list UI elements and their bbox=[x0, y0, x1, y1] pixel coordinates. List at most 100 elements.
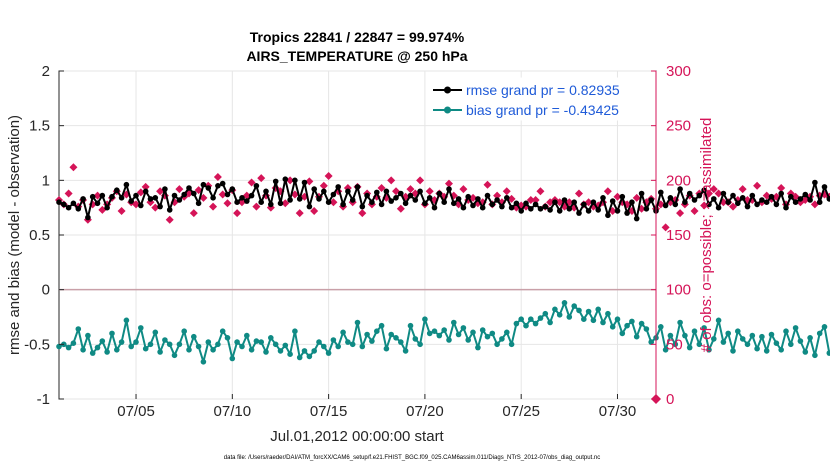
rmse-point bbox=[749, 192, 756, 199]
bias-point bbox=[210, 347, 216, 353]
rmse-point bbox=[788, 193, 794, 200]
x-tick-label: 07/15 bbox=[310, 403, 348, 420]
obs-marker bbox=[777, 183, 786, 192]
rmse-point bbox=[123, 181, 130, 188]
bias-point bbox=[383, 345, 390, 352]
rmse-point bbox=[494, 197, 500, 203]
rmse-point bbox=[181, 191, 187, 198]
rmse-point bbox=[277, 200, 284, 207]
bias-point bbox=[571, 303, 577, 309]
rmse-point bbox=[470, 202, 476, 209]
bias-point bbox=[725, 330, 731, 337]
obs-marker bbox=[213, 173, 222, 182]
bias-point bbox=[114, 347, 120, 353]
rmse-point bbox=[638, 190, 645, 197]
bias-point bbox=[104, 349, 110, 355]
bias-point bbox=[340, 329, 346, 336]
bias-point bbox=[672, 341, 679, 348]
bias-point bbox=[590, 317, 597, 324]
bias-point bbox=[633, 333, 640, 340]
rmse-point bbox=[147, 196, 154, 202]
rmse-point bbox=[171, 192, 178, 199]
rmse-point bbox=[812, 179, 818, 186]
bias-point bbox=[234, 339, 240, 345]
rmse-point bbox=[402, 200, 409, 207]
rmse-point bbox=[166, 207, 173, 213]
bias-point bbox=[325, 350, 332, 356]
rmse-point bbox=[566, 206, 573, 212]
obs-marker bbox=[584, 198, 593, 207]
rmse-point bbox=[133, 192, 139, 199]
rmse-point bbox=[624, 210, 630, 216]
obs-marker bbox=[406, 185, 415, 194]
bias-point bbox=[528, 316, 534, 323]
rmse-point bbox=[349, 197, 356, 203]
rmse-point bbox=[633, 215, 640, 222]
bias-point bbox=[359, 343, 366, 350]
chart-title-line1: Tropics 22841 / 22847 = 99.974% bbox=[250, 29, 465, 45]
x-tick-label: 07/20 bbox=[406, 403, 444, 420]
bias-point bbox=[441, 327, 448, 333]
obs-marker bbox=[762, 191, 771, 200]
obs-marker bbox=[295, 209, 304, 218]
obs-marker bbox=[252, 202, 261, 211]
rmse-point bbox=[359, 203, 366, 210]
obs-marker bbox=[223, 199, 232, 208]
rmse-point bbox=[595, 207, 601, 213]
bias-point bbox=[489, 330, 496, 337]
rmse-point bbox=[354, 184, 361, 190]
rmse-point bbox=[547, 207, 553, 213]
rmse-point bbox=[576, 210, 582, 216]
rmse-point bbox=[287, 197, 293, 203]
rmse-point bbox=[219, 180, 226, 187]
rmse-point bbox=[85, 214, 91, 221]
rmse-point bbox=[229, 186, 236, 192]
y-right-tick-label: 200 bbox=[666, 172, 691, 189]
rmse-point bbox=[532, 201, 539, 208]
bias-point bbox=[581, 316, 587, 323]
rmse-point bbox=[451, 200, 457, 207]
bias-point bbox=[523, 322, 529, 329]
obs-marker bbox=[574, 189, 583, 198]
obs-marker bbox=[151, 203, 160, 212]
bias-point bbox=[398, 339, 404, 345]
rmse-point bbox=[157, 203, 163, 210]
bias-point bbox=[248, 347, 255, 353]
rmse-point bbox=[268, 201, 274, 208]
rmse-point bbox=[797, 196, 804, 202]
rmse-point bbox=[378, 201, 385, 208]
rmse-point bbox=[605, 212, 611, 219]
rmse-point bbox=[253, 183, 260, 189]
y-left-tick-label: -0.5 bbox=[24, 336, 50, 353]
bias-point bbox=[229, 355, 236, 362]
legend-bias-marker bbox=[444, 106, 451, 114]
y-axis-left-label: rmse and bias (model - observation) bbox=[6, 115, 23, 355]
rmse-point bbox=[754, 201, 760, 208]
bias-point bbox=[826, 350, 830, 356]
bias-point bbox=[744, 341, 751, 348]
obs-marker bbox=[444, 179, 453, 188]
bias-point bbox=[484, 333, 491, 340]
rmse-point bbox=[446, 186, 452, 192]
obs-marker bbox=[738, 185, 747, 194]
rmse-point bbox=[542, 203, 549, 210]
obs-marker bbox=[156, 187, 165, 196]
rmse-point bbox=[258, 199, 265, 205]
bias-point bbox=[778, 347, 784, 353]
x-tick-label: 07/25 bbox=[502, 403, 540, 420]
rmse-point bbox=[195, 200, 202, 207]
bias-point bbox=[465, 337, 472, 343]
rmse-point bbox=[590, 199, 597, 205]
bias-point bbox=[374, 328, 380, 335]
obs-marker bbox=[324, 171, 333, 180]
rmse-point bbox=[658, 189, 664, 196]
bias-point bbox=[75, 326, 82, 332]
bias-point bbox=[648, 339, 654, 345]
bias-point bbox=[364, 331, 370, 338]
rmse-point bbox=[802, 191, 809, 198]
bias-point bbox=[123, 317, 130, 324]
rmse-point bbox=[552, 199, 558, 205]
y-left-tick-label: 1 bbox=[42, 172, 50, 189]
rmse-point bbox=[99, 192, 106, 199]
bias-point bbox=[272, 341, 279, 348]
